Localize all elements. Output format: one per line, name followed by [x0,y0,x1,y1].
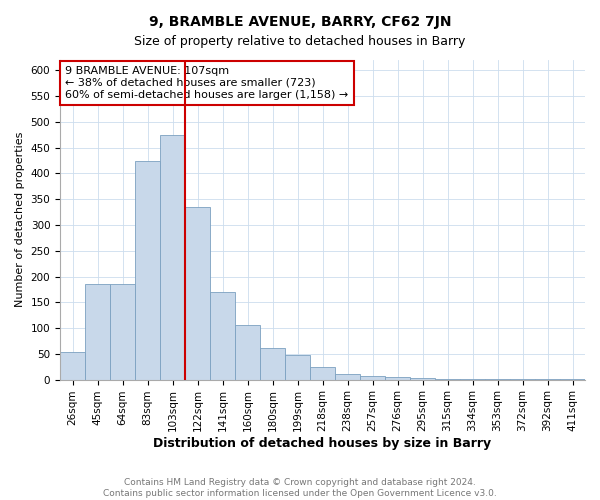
Text: 9, BRAMBLE AVENUE, BARRY, CF62 7JN: 9, BRAMBLE AVENUE, BARRY, CF62 7JN [149,15,451,29]
Bar [185,207,210,380]
Bar [260,348,285,380]
Bar [560,379,585,380]
Text: 9 BRAMBLE AVENUE: 107sqm
← 38% of detached houses are smaller (723)
60% of semi-: 9 BRAMBLE AVENUE: 107sqm ← 38% of detach… [65,66,349,100]
Y-axis label: Number of detached properties: Number of detached properties [15,132,25,308]
Bar [435,378,460,380]
Bar [235,326,260,380]
Bar [60,352,85,380]
Text: Size of property relative to detached houses in Barry: Size of property relative to detached ho… [134,35,466,48]
Bar [110,284,135,380]
Bar [460,379,485,380]
Bar [360,376,385,380]
Bar [410,378,435,380]
Bar [85,284,110,380]
Bar [160,134,185,380]
Text: Contains HM Land Registry data © Crown copyright and database right 2024.
Contai: Contains HM Land Registry data © Crown c… [103,478,497,498]
Bar [385,377,410,380]
Bar [285,356,310,380]
Bar [210,292,235,380]
Bar [135,160,160,380]
Bar [335,374,360,380]
Bar [485,379,510,380]
Bar [310,366,335,380]
X-axis label: Distribution of detached houses by size in Barry: Distribution of detached houses by size … [154,437,491,450]
